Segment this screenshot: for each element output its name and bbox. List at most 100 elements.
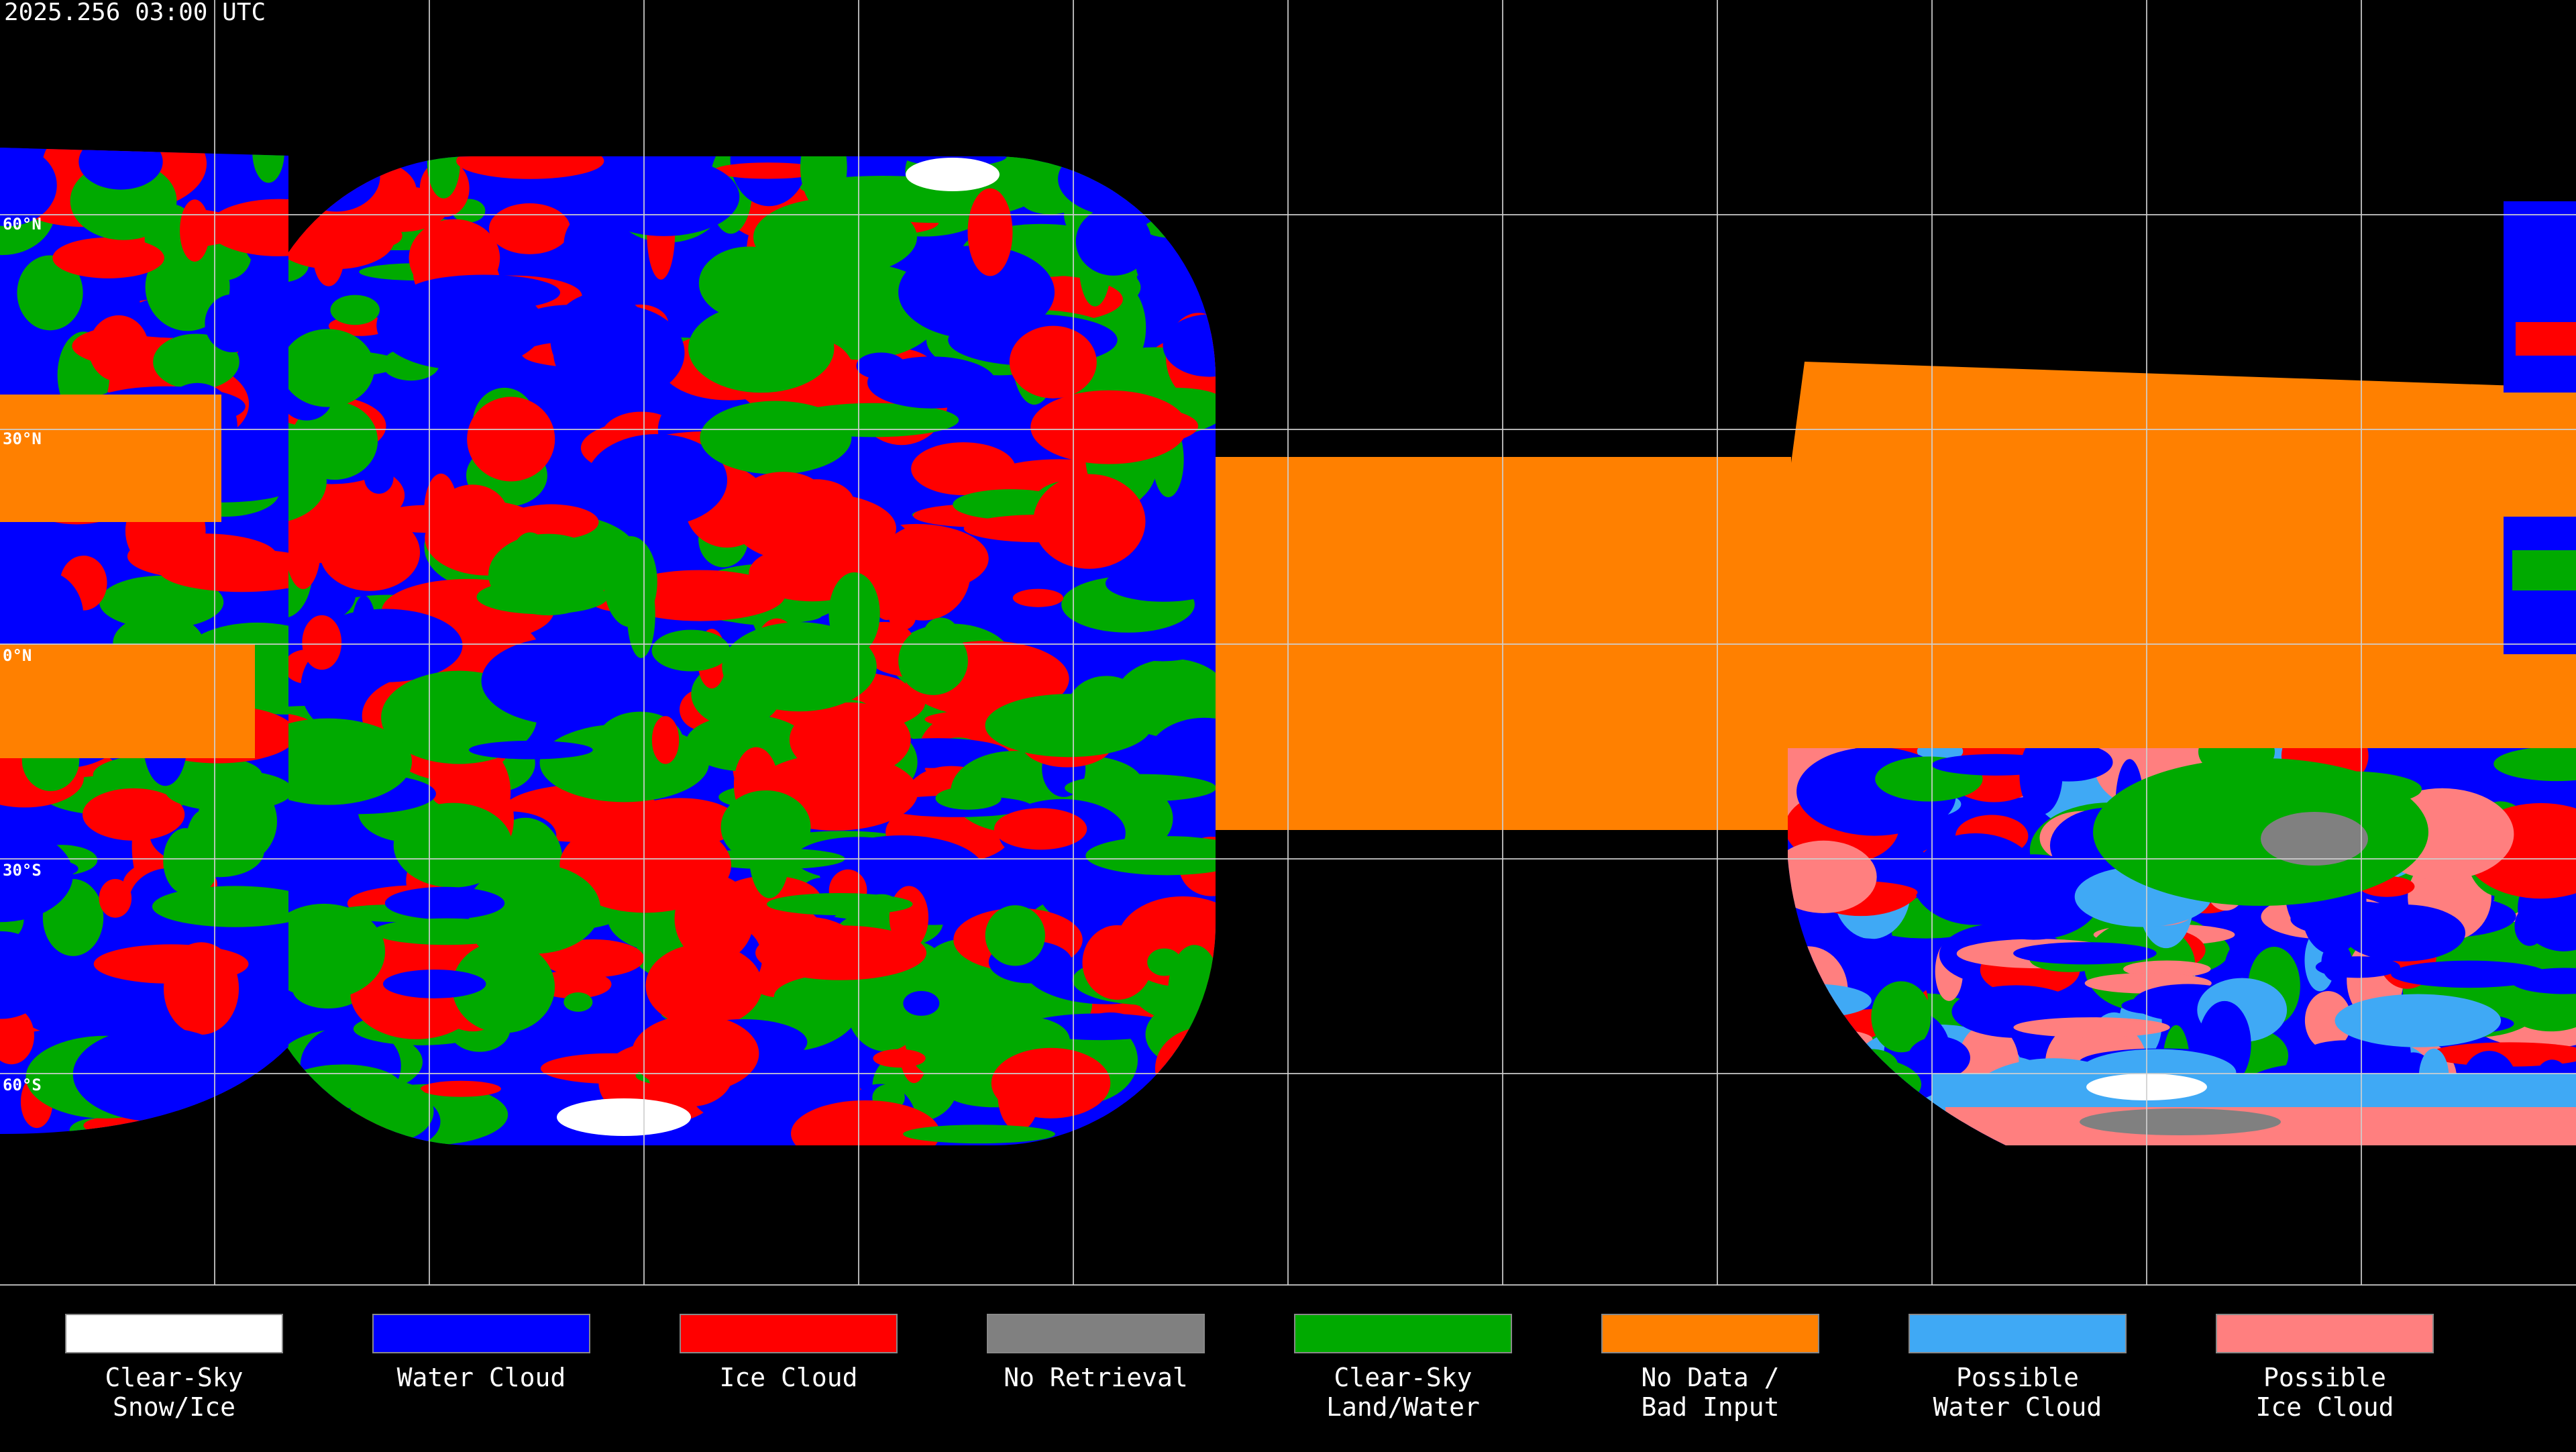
- cloud-patch: [766, 892, 913, 916]
- cloud-patch: [2013, 1017, 2170, 1038]
- cloud-patch: [875, 525, 971, 621]
- cloud-patch: [153, 333, 239, 390]
- cloud-patch: [2512, 550, 2576, 590]
- cloud-patch: [985, 694, 1152, 758]
- cloud-patch: [205, 294, 261, 353]
- cloud-patch: [924, 617, 959, 650]
- cloud-patch: [700, 401, 852, 474]
- graticule: [0, 0, 2576, 1286]
- cloud-patch: [1012, 588, 1064, 607]
- cloud-patch: [427, 156, 460, 199]
- legend-label: Bad Input: [1642, 1392, 1780, 1422]
- legend-swatch: [1909, 1314, 2127, 1353]
- cloud-patch: [2013, 942, 2157, 965]
- cloud-patch: [898, 245, 1055, 340]
- cloud-patch: [745, 472, 822, 512]
- latitude-labels: 60°N 30°N 0°N 30°S 60°S: [3, 215, 42, 1094]
- cloud-patch: [180, 199, 210, 262]
- legend-swatch: [65, 1314, 283, 1353]
- cloud-patch: [2093, 758, 2428, 906]
- no-data-band: [0, 395, 221, 522]
- cloud-patch: [174, 825, 264, 878]
- cloud-patch: [1033, 474, 1146, 569]
- cloud-patch: [856, 352, 906, 380]
- latitude-label: 0°N: [3, 646, 32, 665]
- latitude-label: 30°N: [3, 429, 42, 448]
- legend-label: Clear-Sky: [105, 1363, 244, 1392]
- cloud-patch: [935, 786, 1002, 810]
- cloud-patch: [3, 570, 84, 662]
- legend-swatch: [987, 1314, 1205, 1353]
- cloud-patch: [768, 225, 843, 308]
- cloud-patch: [2514, 906, 2545, 946]
- cloud-patch: [488, 203, 571, 254]
- cloud-patch: [985, 905, 1045, 966]
- legend-label: Ice Cloud: [2256, 1392, 2394, 1422]
- cloud-patch: [1085, 836, 1216, 876]
- cloud-patch: [686, 715, 808, 772]
- cloud-patch: [553, 305, 685, 401]
- cloud-patch: [507, 532, 553, 614]
- cloud-patch: [586, 433, 728, 527]
- cloud-patch: [755, 925, 926, 980]
- cloud-patch: [2334, 994, 2502, 1047]
- legend-background: [0, 1287, 2576, 1449]
- no-data-band: [1791, 362, 2576, 764]
- cloud-patch: [1931, 754, 2060, 776]
- cloud-patch: [207, 199, 288, 256]
- cloud-patch: [233, 682, 288, 715]
- cloud-patch: [330, 295, 380, 325]
- cloud-patch: [382, 969, 486, 998]
- cloud-patch: [906, 158, 1000, 191]
- cloud-patch: [262, 903, 386, 1000]
- cloud-patch: [2391, 960, 2548, 988]
- cloud-patch: [373, 918, 520, 945]
- cloud-patch: [967, 188, 1013, 276]
- cloud-patch: [991, 156, 1036, 199]
- satellite-disk: [0, 148, 288, 1134]
- cloud-patch: [873, 1049, 926, 1068]
- cloud-patch: [436, 484, 508, 546]
- cloud-patch: [789, 702, 911, 778]
- cloud-patch: [159, 549, 288, 592]
- cloud-patch: [2121, 996, 2200, 1015]
- legend-swatch: [2216, 1314, 2434, 1353]
- cloud-patch: [564, 992, 593, 1012]
- cloud-patch: [89, 315, 149, 382]
- cloud-patch: [456, 156, 604, 179]
- cloud-patch: [384, 886, 505, 920]
- cloud-patch: [800, 156, 847, 211]
- cloud-patch: [564, 211, 625, 278]
- cloud-patch: [991, 1047, 1111, 1119]
- cloud-patch: [302, 615, 342, 670]
- cloud-patch: [541, 939, 645, 978]
- cloud-patch: [1147, 948, 1182, 976]
- cloud-patch: [903, 1125, 1055, 1144]
- cloud-patch: [82, 788, 185, 841]
- cloud-patch: [688, 303, 835, 393]
- cloud-patch: [0, 1007, 34, 1065]
- legend-swatch: [372, 1314, 590, 1353]
- cloud-patch: [730, 156, 808, 207]
- legend-swatch: [1601, 1314, 1819, 1353]
- latitude-label: 30°S: [3, 861, 42, 880]
- cloud-patch: [72, 1027, 241, 1122]
- cloud-patch: [152, 886, 288, 927]
- cloud-patch: [911, 442, 1016, 496]
- cloud-patch: [468, 740, 593, 760]
- timestamp: 2025.256 03:00 UTC: [4, 0, 266, 26]
- cloud-patch: [713, 162, 823, 179]
- cloud-patch: [52, 237, 164, 278]
- legend-label: No Retrieval: [1004, 1363, 1188, 1392]
- cloud-patch: [2493, 748, 2576, 782]
- legend-label: No Data /: [1642, 1363, 1780, 1392]
- legend-label: Clear-Sky: [1334, 1363, 1472, 1392]
- legend-swatch: [680, 1314, 898, 1353]
- satellite-disk: [2504, 201, 2576, 393]
- legend-swatch: [1294, 1314, 1512, 1353]
- cloud-patch: [1105, 565, 1216, 602]
- cloud-patch: [1082, 925, 1152, 1000]
- legend-label: Snow/Ice: [113, 1392, 235, 1422]
- cloud-patch: [504, 504, 599, 540]
